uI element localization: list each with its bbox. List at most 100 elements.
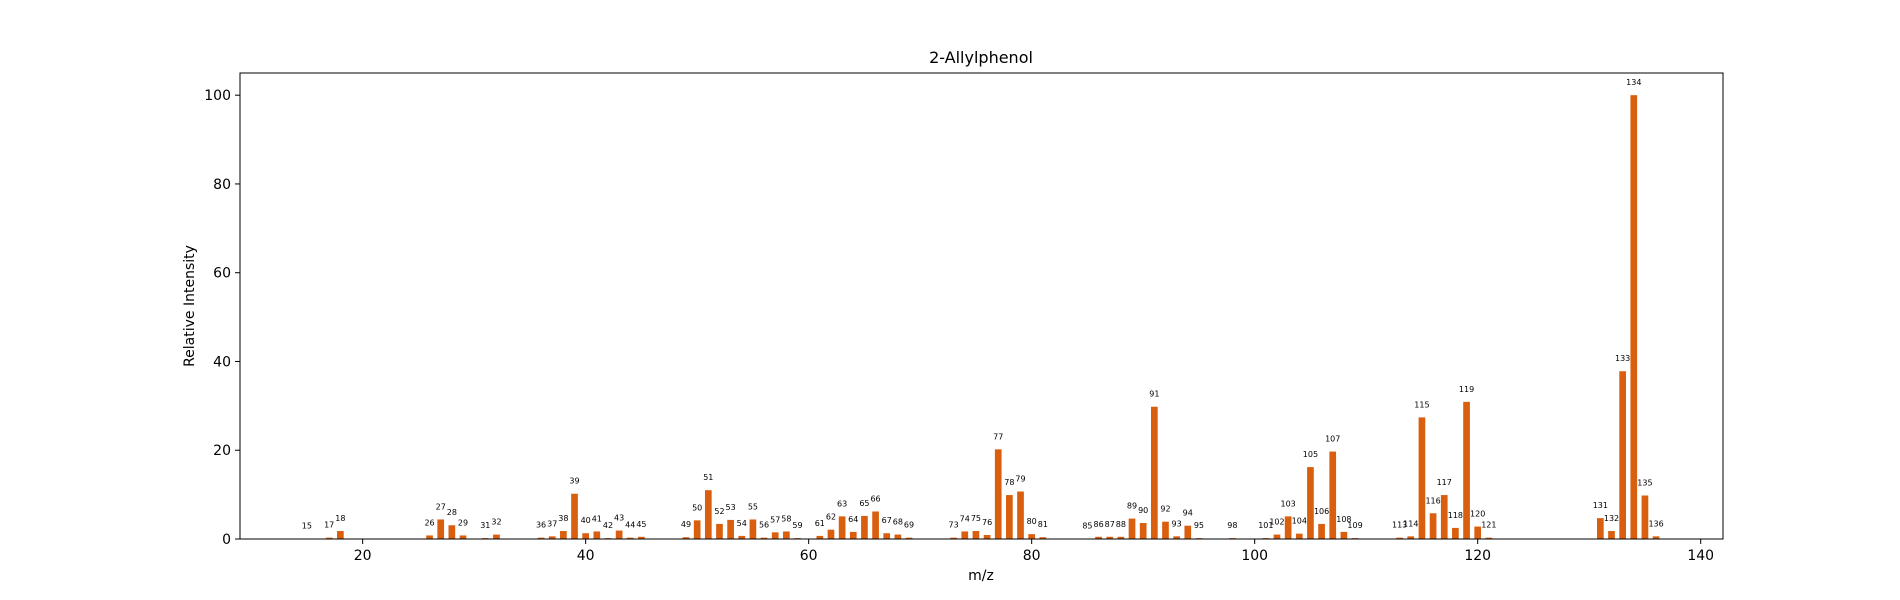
bar-mz-102	[1273, 534, 1281, 539]
data-label-mz-80: 80	[1027, 517, 1037, 526]
data-label-mz-131: 131	[1593, 501, 1608, 510]
bar-mz-53	[727, 519, 734, 539]
bar-mz-119	[1463, 401, 1470, 539]
bar-mz-43	[615, 530, 623, 539]
data-label-mz-75: 75	[971, 514, 981, 523]
data-label-mz-81: 81	[1038, 520, 1048, 529]
data-label-mz-93: 93	[1172, 519, 1182, 528]
data-label-mz-65: 65	[859, 499, 869, 508]
data-label-mz-108: 108	[1336, 515, 1351, 524]
data-label-mz-49: 49	[681, 520, 691, 529]
data-label-mz-32: 32	[491, 518, 501, 527]
data-label-mz-54: 54	[737, 519, 747, 528]
data-label-mz-94: 94	[1183, 509, 1193, 518]
data-label-mz-102: 102	[1269, 518, 1284, 527]
bar-mz-77	[994, 449, 1002, 539]
data-label-mz-51: 51	[703, 473, 713, 482]
data-label-mz-39: 39	[569, 477, 579, 486]
x-tick-label-140: 140	[1687, 548, 1714, 564]
bar-mz-76	[983, 535, 991, 539]
y-tick-label-40: 40	[213, 354, 231, 370]
bar-mz-64	[849, 531, 857, 539]
data-label-mz-28: 28	[447, 508, 457, 517]
data-label-mz-89: 89	[1127, 502, 1137, 511]
data-label-mz-90: 90	[1138, 506, 1148, 515]
y-axis-label: Relative Intensity	[182, 245, 198, 367]
bar-mz-68	[894, 534, 902, 539]
data-label-mz-121: 121	[1481, 521, 1496, 530]
data-label-mz-37: 37	[547, 519, 557, 528]
bar-mz-74	[961, 531, 969, 539]
data-label-mz-86: 86	[1093, 520, 1103, 529]
bar-mz-66	[872, 511, 879, 539]
bar-mz-93	[1173, 536, 1180, 539]
data-label-mz-58: 58	[781, 514, 791, 523]
data-label-mz-64: 64	[848, 515, 858, 524]
bar-mz-133	[1619, 371, 1626, 539]
y-axis: 0 20 40 60 80 100	[204, 88, 240, 548]
data-label-mz-132: 132	[1604, 514, 1619, 523]
bar-mz-62	[827, 529, 835, 539]
data-label-mz-119: 119	[1459, 385, 1474, 394]
bar-mz-105	[1307, 467, 1314, 539]
data-label-mz-40: 40	[581, 516, 591, 525]
data-label-mz-61: 61	[815, 519, 825, 528]
bar-mz-114	[1407, 536, 1415, 539]
bar-mz-117	[1440, 495, 1448, 539]
x-tick-label-40: 40	[577, 548, 595, 564]
bar-mz-44	[626, 537, 634, 539]
data-label-mz-31: 31	[480, 521, 490, 530]
bar-mz-90	[1139, 523, 1147, 539]
bar-mz-116	[1429, 513, 1437, 539]
bar-mz-38	[560, 531, 567, 539]
data-label-mz-116: 116	[1425, 496, 1440, 505]
bar-mz-52	[716, 523, 723, 539]
bar-mz-27	[437, 519, 445, 539]
bar-mz-88	[1117, 536, 1125, 539]
bar-mz-78	[1006, 495, 1013, 539]
bar-mz-57	[771, 532, 779, 539]
data-label-mz-87: 87	[1105, 520, 1115, 529]
bar-mz-103	[1284, 516, 1292, 539]
data-label-mz-38: 38	[558, 514, 568, 523]
bar-mz-134	[1630, 95, 1638, 539]
data-label-mz-57: 57	[770, 515, 780, 524]
bar-mz-120	[1474, 526, 1482, 539]
data-label-mz-105: 105	[1303, 450, 1318, 459]
x-axis: 20 40 60 80 100 120 140	[354, 539, 1714, 564]
bar-mz-40	[582, 533, 590, 539]
data-label-mz-117: 117	[1437, 478, 1452, 487]
bar-mz-69	[905, 537, 913, 539]
bar-mz-131	[1597, 518, 1604, 539]
data-label-mz-114: 114	[1403, 519, 1418, 528]
data-label-mz-109: 109	[1347, 521, 1362, 530]
data-label-mz-106: 106	[1314, 507, 1329, 516]
data-label-mz-101: 101	[1258, 521, 1273, 530]
y-tick-label-60: 60	[213, 266, 231, 282]
data-label-mz-29: 29	[458, 518, 468, 527]
x-axis-label: m/z	[968, 568, 994, 584]
bar-mz-136	[1652, 536, 1660, 539]
bar-mz-41	[593, 531, 601, 539]
bar-mz-81	[1039, 537, 1047, 539]
data-label-mz-103: 103	[1280, 499, 1295, 508]
data-label-mz-63: 63	[837, 499, 847, 508]
data-label-mz-77: 77	[993, 432, 1003, 441]
x-tick-label-100: 100	[1241, 548, 1268, 564]
bar-mz-51	[704, 490, 712, 539]
bar-mz-75	[972, 531, 980, 539]
y-tick-label-0: 0	[222, 532, 231, 548]
bar-mz-104	[1295, 533, 1303, 539]
chart-title: 2-Allylphenol	[929, 48, 1033, 67]
data-label-mz-67: 67	[882, 516, 892, 525]
data-label-mz-95: 95	[1194, 521, 1204, 530]
x-tick-label-120: 120	[1464, 548, 1491, 564]
x-tick-label-80: 80	[1023, 548, 1041, 564]
bar-mz-54	[738, 535, 746, 539]
x-tick-label-60: 60	[800, 548, 818, 564]
data-label-mz-78: 78	[1004, 478, 1014, 487]
data-label-mz-79: 79	[1015, 475, 1025, 484]
bar-mz-132	[1608, 531, 1615, 539]
data-label-mz-27: 27	[436, 502, 446, 511]
